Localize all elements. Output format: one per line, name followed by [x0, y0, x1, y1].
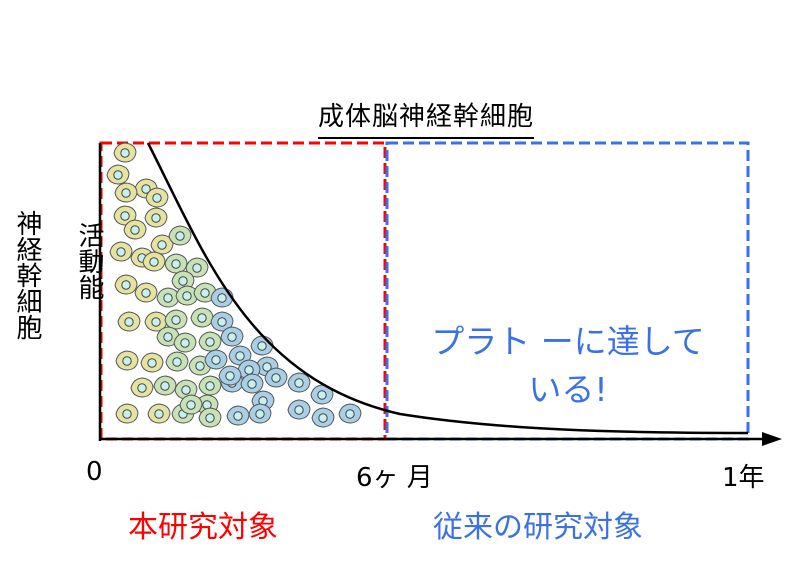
neural-stem-cell-icon	[198, 331, 222, 352]
plateau-annotation: プラト ーに達して いる!	[398, 318, 738, 414]
neural-stem-cell-icon	[198, 375, 222, 396]
neural-stem-cell-icon	[140, 352, 164, 373]
neural-stem-cell-icon	[113, 142, 137, 163]
neural-stem-cell-icon	[117, 311, 141, 332]
diagram-title: 成体脳神経幹細胞	[318, 96, 535, 139]
neural-stem-cell-icon	[287, 372, 311, 393]
neural-stem-cell-icon	[190, 307, 214, 328]
neural-stem-cell-icon	[311, 407, 335, 428]
neural-stem-cell-icon	[145, 187, 169, 208]
neural-stem-cell-icon	[130, 377, 154, 398]
y-axis-label-line1: 神経幹細胞	[12, 210, 42, 340]
neural-stem-cell-icon	[115, 350, 139, 371]
x-tick-1-year: 1年	[722, 463, 765, 493]
neural-stem-cell-icon	[147, 403, 171, 424]
neural-stem-cell-icon	[165, 351, 189, 372]
x-tick-0: 0	[86, 457, 103, 487]
neural-stem-cell-icon	[114, 182, 138, 203]
neural-stem-cell-icon	[115, 403, 139, 424]
neural-stem-cell-icon	[198, 407, 222, 428]
neural-stem-cell-icon	[109, 241, 133, 262]
neural-stem-cell-icon	[204, 349, 228, 370]
y-axis-label-line2: 活動能	[74, 222, 104, 300]
neural-stem-cell-icon	[226, 405, 250, 426]
neural-stem-cell-icon	[218, 365, 242, 386]
neural-stem-cell-icon	[114, 274, 138, 295]
neural-stem-cell-icon	[220, 326, 244, 347]
neural-stem-cell-icon	[264, 367, 288, 388]
neural-stem-cell-icon	[113, 205, 137, 226]
neural-stem-cell-icon	[240, 373, 264, 394]
axis-arrow-icon	[762, 432, 782, 446]
x-tick-6-months: 6ヶ 月	[356, 463, 433, 493]
neural-stem-cell-icon	[164, 253, 188, 274]
neural-stem-cell-icon	[210, 287, 234, 308]
neural-stem-cell-icon	[164, 309, 188, 330]
neural-stem-cell-icon	[179, 394, 203, 415]
neural-stem-cell-icon	[210, 311, 234, 332]
neural-stem-cell-icon	[171, 270, 195, 291]
neural-stem-cell-icon	[144, 311, 168, 332]
neural-stem-cell-icon	[338, 403, 362, 424]
neural-stem-cell-icon	[144, 207, 168, 228]
neural-stem-cell-icon	[156, 326, 180, 347]
neural-stem-cell-icon	[310, 384, 334, 405]
plateau-text-line2: いる!	[528, 370, 608, 409]
neural-stem-cell-icon	[142, 251, 166, 272]
plateau-text-line1: プラト ーに達して	[431, 322, 705, 361]
neural-stem-cell-icon	[173, 332, 197, 353]
activity-decay-curve	[146, 142, 749, 435]
neural-stem-cell-icon	[123, 219, 147, 240]
neural-stem-cell-icon	[175, 285, 199, 306]
neural-stem-cell-icon	[134, 282, 158, 303]
neural-stem-cell-icon	[106, 164, 130, 185]
cell-cluster	[106, 142, 362, 428]
red-box-label: 本研究対象	[128, 510, 278, 545]
neural-stem-cell-icon	[174, 379, 198, 400]
neural-stem-cell-icon	[250, 335, 274, 356]
neural-stem-cell-icon	[248, 403, 272, 424]
neural-stem-cell-icon	[287, 399, 311, 420]
neural-stem-cell-icon	[153, 375, 177, 396]
neural-stem-cell-icon	[168, 225, 192, 246]
neural-stem-cell-icon	[156, 287, 180, 308]
blue-box-label: 従来の研究対象	[433, 510, 643, 545]
